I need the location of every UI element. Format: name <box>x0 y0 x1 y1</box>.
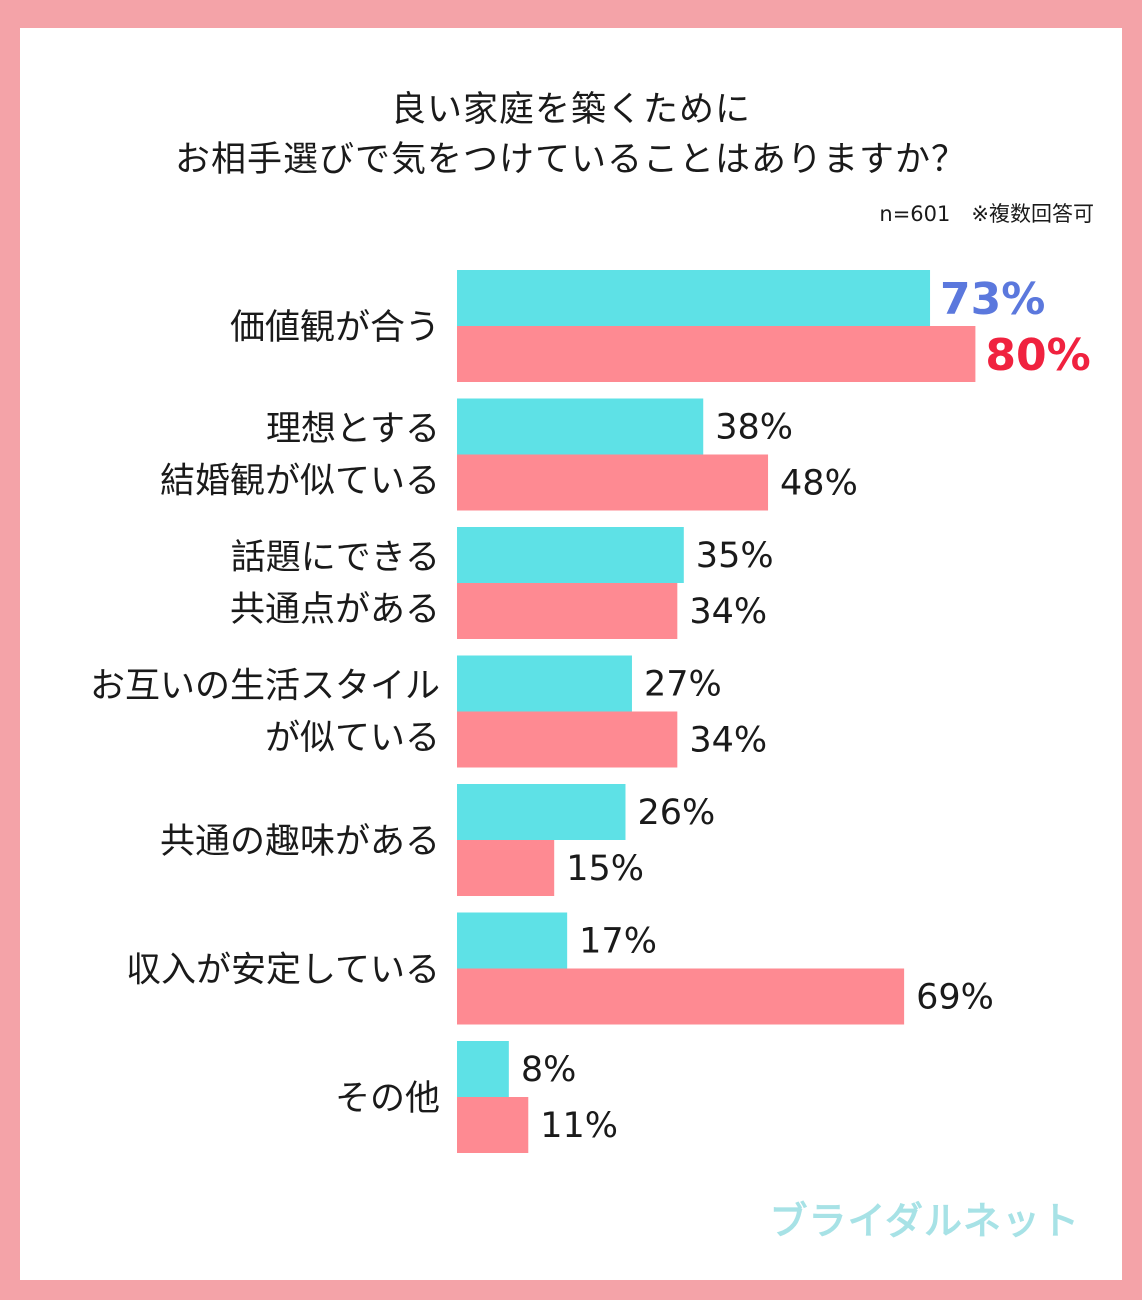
bar-series2 <box>457 454 769 511</box>
category-label-line: お互いの生活スタイル <box>90 667 440 707</box>
chart-title-line2: お相手選びで気をつけていることはありますか？ <box>174 140 967 180</box>
value-label: 27% <box>644 665 722 705</box>
value-label: 34% <box>689 592 767 632</box>
value-label: 48% <box>780 464 858 504</box>
value-label: 8% <box>521 1050 577 1090</box>
bar-series2 <box>457 968 905 1025</box>
value-label: 35% <box>696 536 774 576</box>
value-label: 15% <box>566 849 644 889</box>
bar-series2 <box>457 1097 529 1153</box>
bar-series2 <box>457 840 555 896</box>
bar-series1 <box>457 1041 509 1097</box>
chart-title-line1: 良い家庭を築くために <box>390 90 751 130</box>
category-label: 価値観が合う <box>230 308 440 348</box>
category-label: 共通の趣味がある <box>160 822 440 862</box>
category-label-line: 共通点がある <box>230 590 440 630</box>
value-label: 11% <box>540 1106 618 1146</box>
category-label: その他 <box>335 1079 440 1119</box>
bar-series1 <box>457 527 684 583</box>
sample-note: n=601 ※複数回答可 <box>879 202 1094 226</box>
value-label: 80% <box>985 330 1090 381</box>
category-label-line: が似ている <box>265 719 440 759</box>
category-label: 収入が安定している <box>126 951 440 991</box>
category-label-line: 結婚観が似ている <box>160 462 440 502</box>
category-label-line: 話題にできる <box>231 538 440 578</box>
value-label: 69% <box>916 978 994 1018</box>
value-label: 38% <box>715 408 793 448</box>
value-label: 73% <box>940 274 1045 325</box>
value-label: 17% <box>579 922 657 962</box>
bar-series1 <box>457 270 931 326</box>
bar-series2 <box>457 583 678 639</box>
bar-series1 <box>457 912 568 969</box>
category-label-line: 理想とする <box>266 410 440 450</box>
chart-panel <box>20 28 1122 1280</box>
category-label: 話題にできる共通点がある <box>230 538 440 630</box>
bar-series2 <box>457 711 678 768</box>
bar-series2 <box>457 326 976 382</box>
bar-series1 <box>457 398 704 455</box>
value-label: 34% <box>689 721 767 761</box>
bar-series1 <box>457 655 632 712</box>
category-label: 理想とする結婚観が似ている <box>160 410 440 502</box>
category-label: お互いの生活スタイルが似ている <box>90 667 440 759</box>
brand-logo: ブライダルネット <box>769 1199 1080 1243</box>
value-label: 26% <box>637 793 715 833</box>
bar-series1 <box>457 784 626 840</box>
